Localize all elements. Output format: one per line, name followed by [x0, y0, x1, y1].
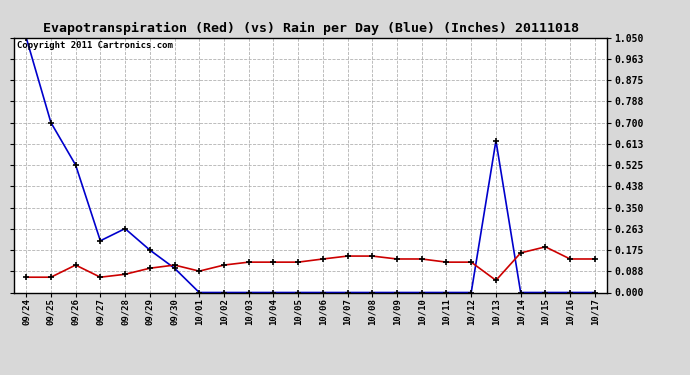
Text: Copyright 2011 Cartronics.com: Copyright 2011 Cartronics.com — [17, 41, 172, 50]
Title: Evapotranspiration (Red) (vs) Rain per Day (Blue) (Inches) 20111018: Evapotranspiration (Red) (vs) Rain per D… — [43, 22, 578, 35]
